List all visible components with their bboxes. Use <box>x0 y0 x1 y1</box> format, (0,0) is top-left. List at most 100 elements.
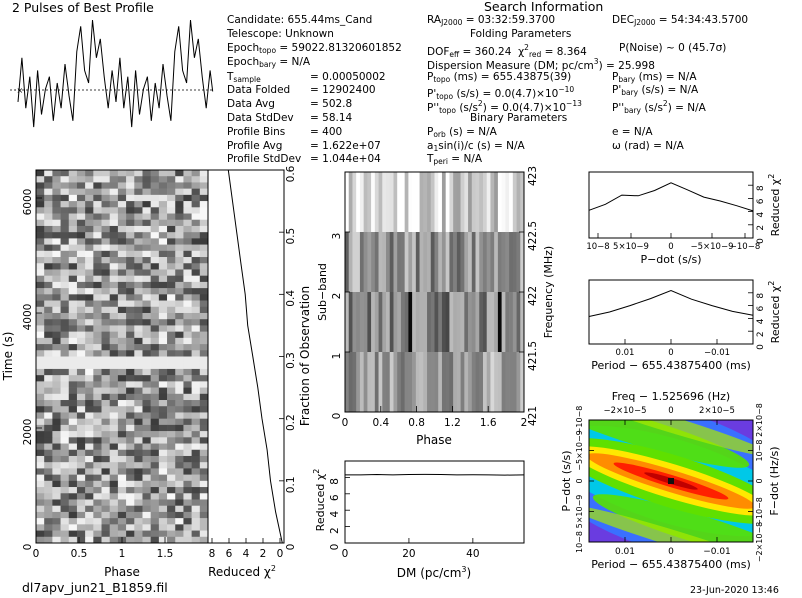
tp-cell <box>126 468 135 475</box>
tp-cell <box>167 170 176 177</box>
tp-cell <box>134 182 143 189</box>
tp-cell <box>68 400 78 407</box>
tp-cell <box>183 288 192 295</box>
sb-cell <box>356 352 361 412</box>
tp-cell <box>68 362 78 370</box>
stat-label-3: Data StdDev <box>227 112 294 124</box>
tp-cell <box>101 306 111 314</box>
sb-cell <box>453 232 458 293</box>
tp-cell <box>109 443 119 451</box>
tp-cell <box>167 207 176 214</box>
tp-cell <box>183 511 192 519</box>
tp-cell <box>150 375 160 382</box>
tp-cell <box>109 530 119 538</box>
tp-cell <box>183 418 192 426</box>
pdtopo-line: P'topo (s/s) = 0.0(4.7)×10−10 <box>427 85 575 101</box>
tp-cell <box>109 201 119 208</box>
tp-cell <box>134 368 143 376</box>
sb-cell <box>475 292 480 353</box>
tp-cell <box>183 412 192 419</box>
tp-cell <box>142 400 151 407</box>
tp-cell <box>175 263 184 270</box>
tp-cell <box>158 455 168 463</box>
tp-cell <box>85 487 94 494</box>
sb-ylabel: Sub−band <box>316 263 329 321</box>
tp-cell <box>101 505 111 513</box>
tp-cell <box>93 244 102 252</box>
tp-cell <box>134 393 143 401</box>
sb-cell <box>475 232 480 293</box>
sb-cell <box>389 352 394 412</box>
sb-cell <box>423 352 428 412</box>
tp-cell <box>93 337 102 345</box>
tp-cell <box>85 232 94 239</box>
dm-xtick-label: 0 <box>342 548 349 560</box>
tp-cell <box>150 493 160 500</box>
tp-cell <box>76 375 86 382</box>
tp-cell <box>93 499 102 506</box>
tp-cell <box>85 213 94 221</box>
tp-cell <box>117 294 127 301</box>
tp-cell <box>36 350 45 357</box>
tp-cell <box>199 449 208 457</box>
tp-cell <box>134 449 143 457</box>
tp-cell <box>36 480 45 488</box>
tp-cell <box>52 443 61 451</box>
tp-cell <box>158 400 168 407</box>
per-ytick-label: 0 <box>756 344 766 350</box>
tp-cell <box>167 288 176 295</box>
tp-cell <box>126 337 135 345</box>
tp-cell <box>126 170 135 177</box>
folding-title: Folding Parameters <box>470 28 572 40</box>
tp-cell <box>68 257 78 264</box>
tp-cell <box>101 356 111 364</box>
tp-cell <box>36 530 45 538</box>
tp-cell <box>109 269 119 276</box>
tp-cell <box>134 194 143 202</box>
tp-cell <box>167 244 176 252</box>
tp-cell <box>117 331 127 339</box>
tp-cell <box>191 518 201 525</box>
sb-cell <box>505 172 510 233</box>
tp-cell <box>183 294 192 301</box>
tp-cell <box>158 250 168 258</box>
tp-cell <box>44 518 53 525</box>
tp-cell <box>117 474 127 482</box>
tp-cell <box>142 288 151 295</box>
tp-cell <box>76 356 86 364</box>
tp-cell <box>191 524 201 531</box>
tp-cell <box>68 188 78 196</box>
tp-cell <box>142 263 151 270</box>
tp-cell <box>150 269 160 276</box>
tp-cell <box>101 424 111 432</box>
sb-cell <box>445 352 450 412</box>
tp-cell <box>142 219 151 227</box>
tp-cell <box>175 393 184 401</box>
tp-cell <box>52 480 61 488</box>
tp-cell <box>85 325 94 332</box>
tp-cell <box>76 188 86 196</box>
tp-cell <box>183 344 192 351</box>
tp-cell <box>52 344 61 351</box>
tp-cell <box>150 393 160 401</box>
tp-cell <box>175 505 184 513</box>
tp-cell <box>93 225 102 233</box>
tp-cell <box>68 412 78 419</box>
tp-ytick-label: 6000 <box>22 189 34 216</box>
tp-cell <box>150 455 160 463</box>
tp-cell <box>60 480 70 488</box>
tp-cell <box>101 400 111 407</box>
tp-cell <box>150 387 160 395</box>
tp-cell <box>150 368 160 376</box>
tp-cell <box>183 176 192 183</box>
tp-cell <box>68 487 78 494</box>
sb-cell <box>374 352 379 412</box>
tp-cell <box>126 225 135 233</box>
sb-cell <box>359 292 364 353</box>
tp-cell <box>44 362 53 370</box>
tp-cell <box>52 536 61 543</box>
tp-cell <box>134 288 143 295</box>
dm-line-text: Dispersion Measure (DM; pc/cm3) = 25.998 <box>427 57 655 72</box>
tp-cell <box>117 418 127 426</box>
tp-cell <box>36 406 45 413</box>
